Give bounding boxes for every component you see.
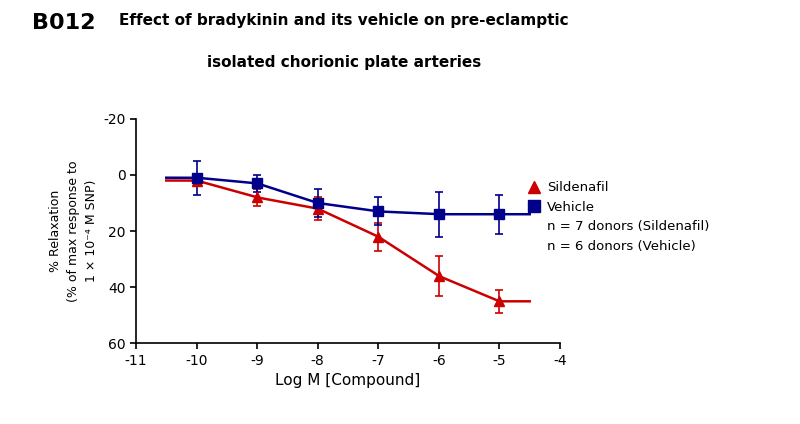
Y-axis label: % Relaxation
(% of max response to
1 × 10⁻⁴ M SNP): % Relaxation (% of max response to 1 × 1… xyxy=(49,160,98,302)
Legend: Sildenafil, Vehicle, n = 7 donors (Sildenafil), n = 6 donors (Vehicle): Sildenafil, Vehicle, n = 7 donors (Silde… xyxy=(522,176,714,258)
Text: isolated chorionic plate arteries: isolated chorionic plate arteries xyxy=(207,55,481,70)
X-axis label: Log M [Compound]: Log M [Compound] xyxy=(275,374,421,388)
Text: B012: B012 xyxy=(32,13,95,33)
Text: Effect of bradykinin and its vehicle on pre-eclamptic: Effect of bradykinin and its vehicle on … xyxy=(119,13,569,28)
